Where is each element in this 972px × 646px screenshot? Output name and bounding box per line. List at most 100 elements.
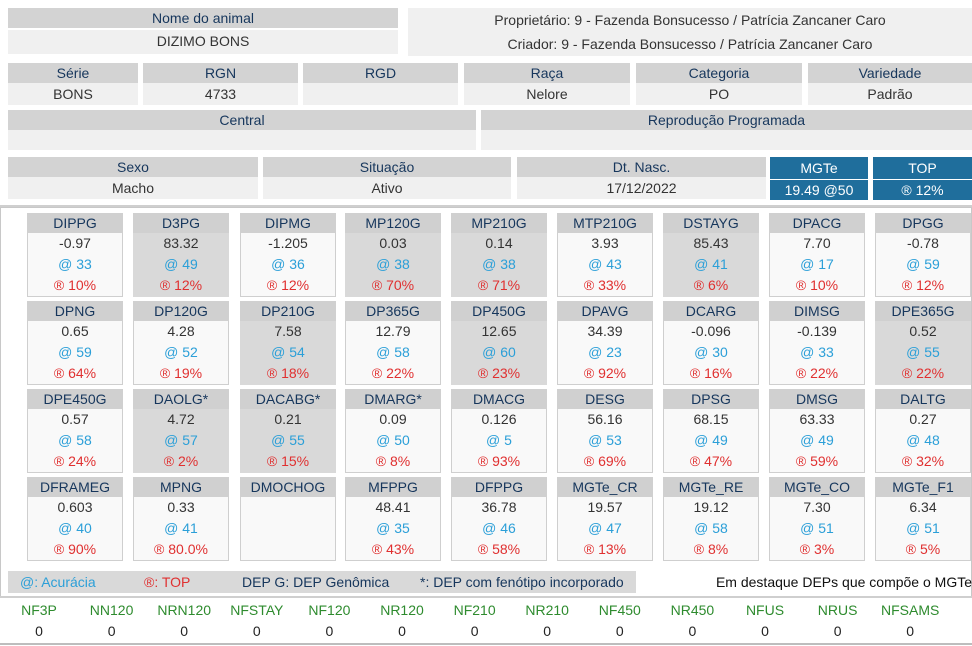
- reproducao-label: Reprodução Programada: [481, 110, 972, 130]
- dep-accuracy: @ 58: [376, 344, 410, 360]
- dep-value: 0.126: [481, 411, 517, 427]
- dep-top: ® 19%: [159, 365, 203, 381]
- dep-card: MTP210G 3.93 @ 43 ® 33%: [557, 213, 653, 297]
- dep-card: DPAVG 34.39 @ 23 ® 92%: [557, 301, 653, 385]
- rgn-label: RGN: [143, 63, 298, 83]
- owner-box: Proprietário: 9 - Fazenda Bonsucesso / P…: [408, 8, 972, 56]
- dep-accuracy: @ 43: [588, 256, 622, 272]
- dep-accuracy: @ 40: [58, 520, 92, 536]
- dep-card: DIMSG -0.139 @ 33 ® 22%: [769, 301, 865, 385]
- dep-top: ® 22%: [371, 365, 415, 381]
- dep-card: DMOCHOG: [240, 477, 336, 561]
- dep-body: 7.58 @ 54 ® 18%: [240, 321, 336, 385]
- dep-accuracy: @ 23: [588, 344, 622, 360]
- dep-name: MGTe_CR: [557, 477, 653, 497]
- dep-top: ® 92%: [583, 365, 627, 381]
- dep-card: DAOLG* 4.72 @ 57 ® 2%: [133, 389, 229, 473]
- dep-top: ® 10%: [795, 277, 839, 293]
- dep-value: 0.57: [61, 411, 89, 427]
- dep-top: ® 24%: [53, 453, 97, 469]
- dep-name: DIMSG: [769, 301, 865, 321]
- dep-body: 0.14 @ 38 ® 71%: [451, 233, 547, 297]
- nf-label: NN120: [89, 602, 134, 618]
- breeder-text: Criador: 9 - Fazenda Bonsucesso / Patríc…: [507, 36, 873, 52]
- reproducao-value: [481, 130, 972, 150]
- dep-body: 0.27 @ 48 ® 32%: [875, 409, 971, 473]
- dep-name: DIPMG: [240, 213, 336, 233]
- categoria-label: Categoria: [636, 63, 802, 83]
- legend-dep-genomica: DEP G: DEP Genômica: [242, 574, 390, 590]
- dep-value: 85.43: [693, 235, 729, 251]
- nf-value: 0: [543, 623, 552, 639]
- dep-name: DIPPG: [27, 213, 123, 233]
- dep-body: 0.126 @ 5 ® 93%: [451, 409, 547, 473]
- nf-value: 0: [398, 623, 406, 639]
- dep-body: 63.33 @ 49 ® 59%: [769, 409, 865, 473]
- dep-body: 4.28 @ 52 ® 19%: [133, 321, 229, 385]
- dep-accuracy: @ 46: [482, 520, 516, 536]
- nf-label: NRN120: [157, 602, 212, 618]
- dep-accuracy: @ 49: [800, 432, 834, 448]
- nf-value: 0: [688, 623, 697, 639]
- dep-name: DESG: [557, 389, 653, 409]
- section-divider: [0, 205, 972, 207]
- raca-label: Raça: [464, 63, 630, 83]
- dep-name: DP450G: [451, 301, 547, 321]
- dep-card: DFPPG 36.78 @ 46 ® 58%: [451, 477, 547, 561]
- legend-destaque: Em destaque DEPs que compõe o MGTe: [715, 574, 972, 590]
- dep-value: 0.14: [485, 235, 513, 251]
- dep-card: DPSG 68.15 @ 49 ® 47%: [663, 389, 759, 473]
- central-value: [8, 130, 476, 150]
- animal-name: DIZIMO BONS: [8, 30, 398, 54]
- dep-top: ® 80.0%: [154, 541, 208, 557]
- dep-card: DCARG -0.096 @ 30 ® 16%: [663, 301, 759, 385]
- dep-name: DACABG*: [240, 389, 336, 409]
- central-label: Central: [8, 110, 476, 130]
- dep-value: 4.72: [167, 411, 195, 427]
- dep-value: 0.52: [909, 323, 937, 339]
- dep-top: ® 15%: [266, 453, 310, 469]
- variedade-value: Padrão: [808, 83, 972, 105]
- dep-accuracy: @ 38: [482, 256, 516, 272]
- dep-accuracy: @ 55: [271, 432, 305, 448]
- dep-value: -0.139: [797, 323, 837, 339]
- dep-name: DAOLG*: [133, 389, 229, 409]
- sexo-value: Macho: [8, 177, 258, 199]
- dep-value: 0.09: [379, 411, 407, 427]
- dep-name: DMARG*: [345, 389, 441, 409]
- dep-value: 36.78: [481, 499, 517, 515]
- dep-value: 0.603: [57, 499, 93, 515]
- dep-body: 0.21 @ 55 ® 15%: [240, 409, 336, 473]
- dep-name: DFPPG: [451, 477, 547, 497]
- nf-label: NF450: [598, 602, 641, 618]
- dep-value: 0.21: [274, 411, 302, 427]
- dep-name: DP120G: [133, 301, 229, 321]
- dep-value: -0.096: [691, 323, 731, 339]
- dep-value: 63.33: [799, 411, 835, 427]
- dep-top: [241, 539, 335, 560]
- dep-accuracy: @ 41: [164, 520, 198, 536]
- dep-body: 34.39 @ 23 ® 92%: [557, 321, 653, 385]
- dep-card: DPGG -0.78 @ 59 ® 12%: [875, 213, 971, 297]
- dep-top: ® 22%: [901, 365, 945, 381]
- dep-name: MFPPG: [345, 477, 441, 497]
- dep-card: DIPMG -1.205 @ 36 ® 12%: [240, 213, 336, 297]
- dtnasc-label: Dt. Nasc.: [517, 157, 766, 177]
- situacao-value: Ativo: [263, 177, 511, 199]
- nf-value: 0: [252, 623, 261, 639]
- dep-top: ® 16%: [689, 365, 733, 381]
- nf-label: NFSTAY: [230, 602, 284, 618]
- dep-top: ® 12%: [901, 277, 945, 293]
- dep-accuracy: @ 51: [906, 520, 940, 536]
- dep-body: 68.15 @ 49 ® 47%: [663, 409, 759, 473]
- dep-accuracy: @ 30: [694, 344, 728, 360]
- dep-value: 56.16: [587, 411, 623, 427]
- dep-top: ® 13%: [583, 541, 627, 557]
- dep-top: ® 71%: [477, 277, 521, 293]
- dep-accuracy: @ 60: [482, 344, 516, 360]
- dep-name: MGTe_RE: [663, 477, 759, 497]
- dep-card: DPNG 0.65 @ 59 ® 64%: [27, 301, 123, 385]
- dep-top: ® 12%: [266, 277, 310, 293]
- dep-body: 0.52 @ 55 ® 22%: [875, 321, 971, 385]
- dep-body: 83.32 @ 49 ® 12%: [133, 233, 229, 297]
